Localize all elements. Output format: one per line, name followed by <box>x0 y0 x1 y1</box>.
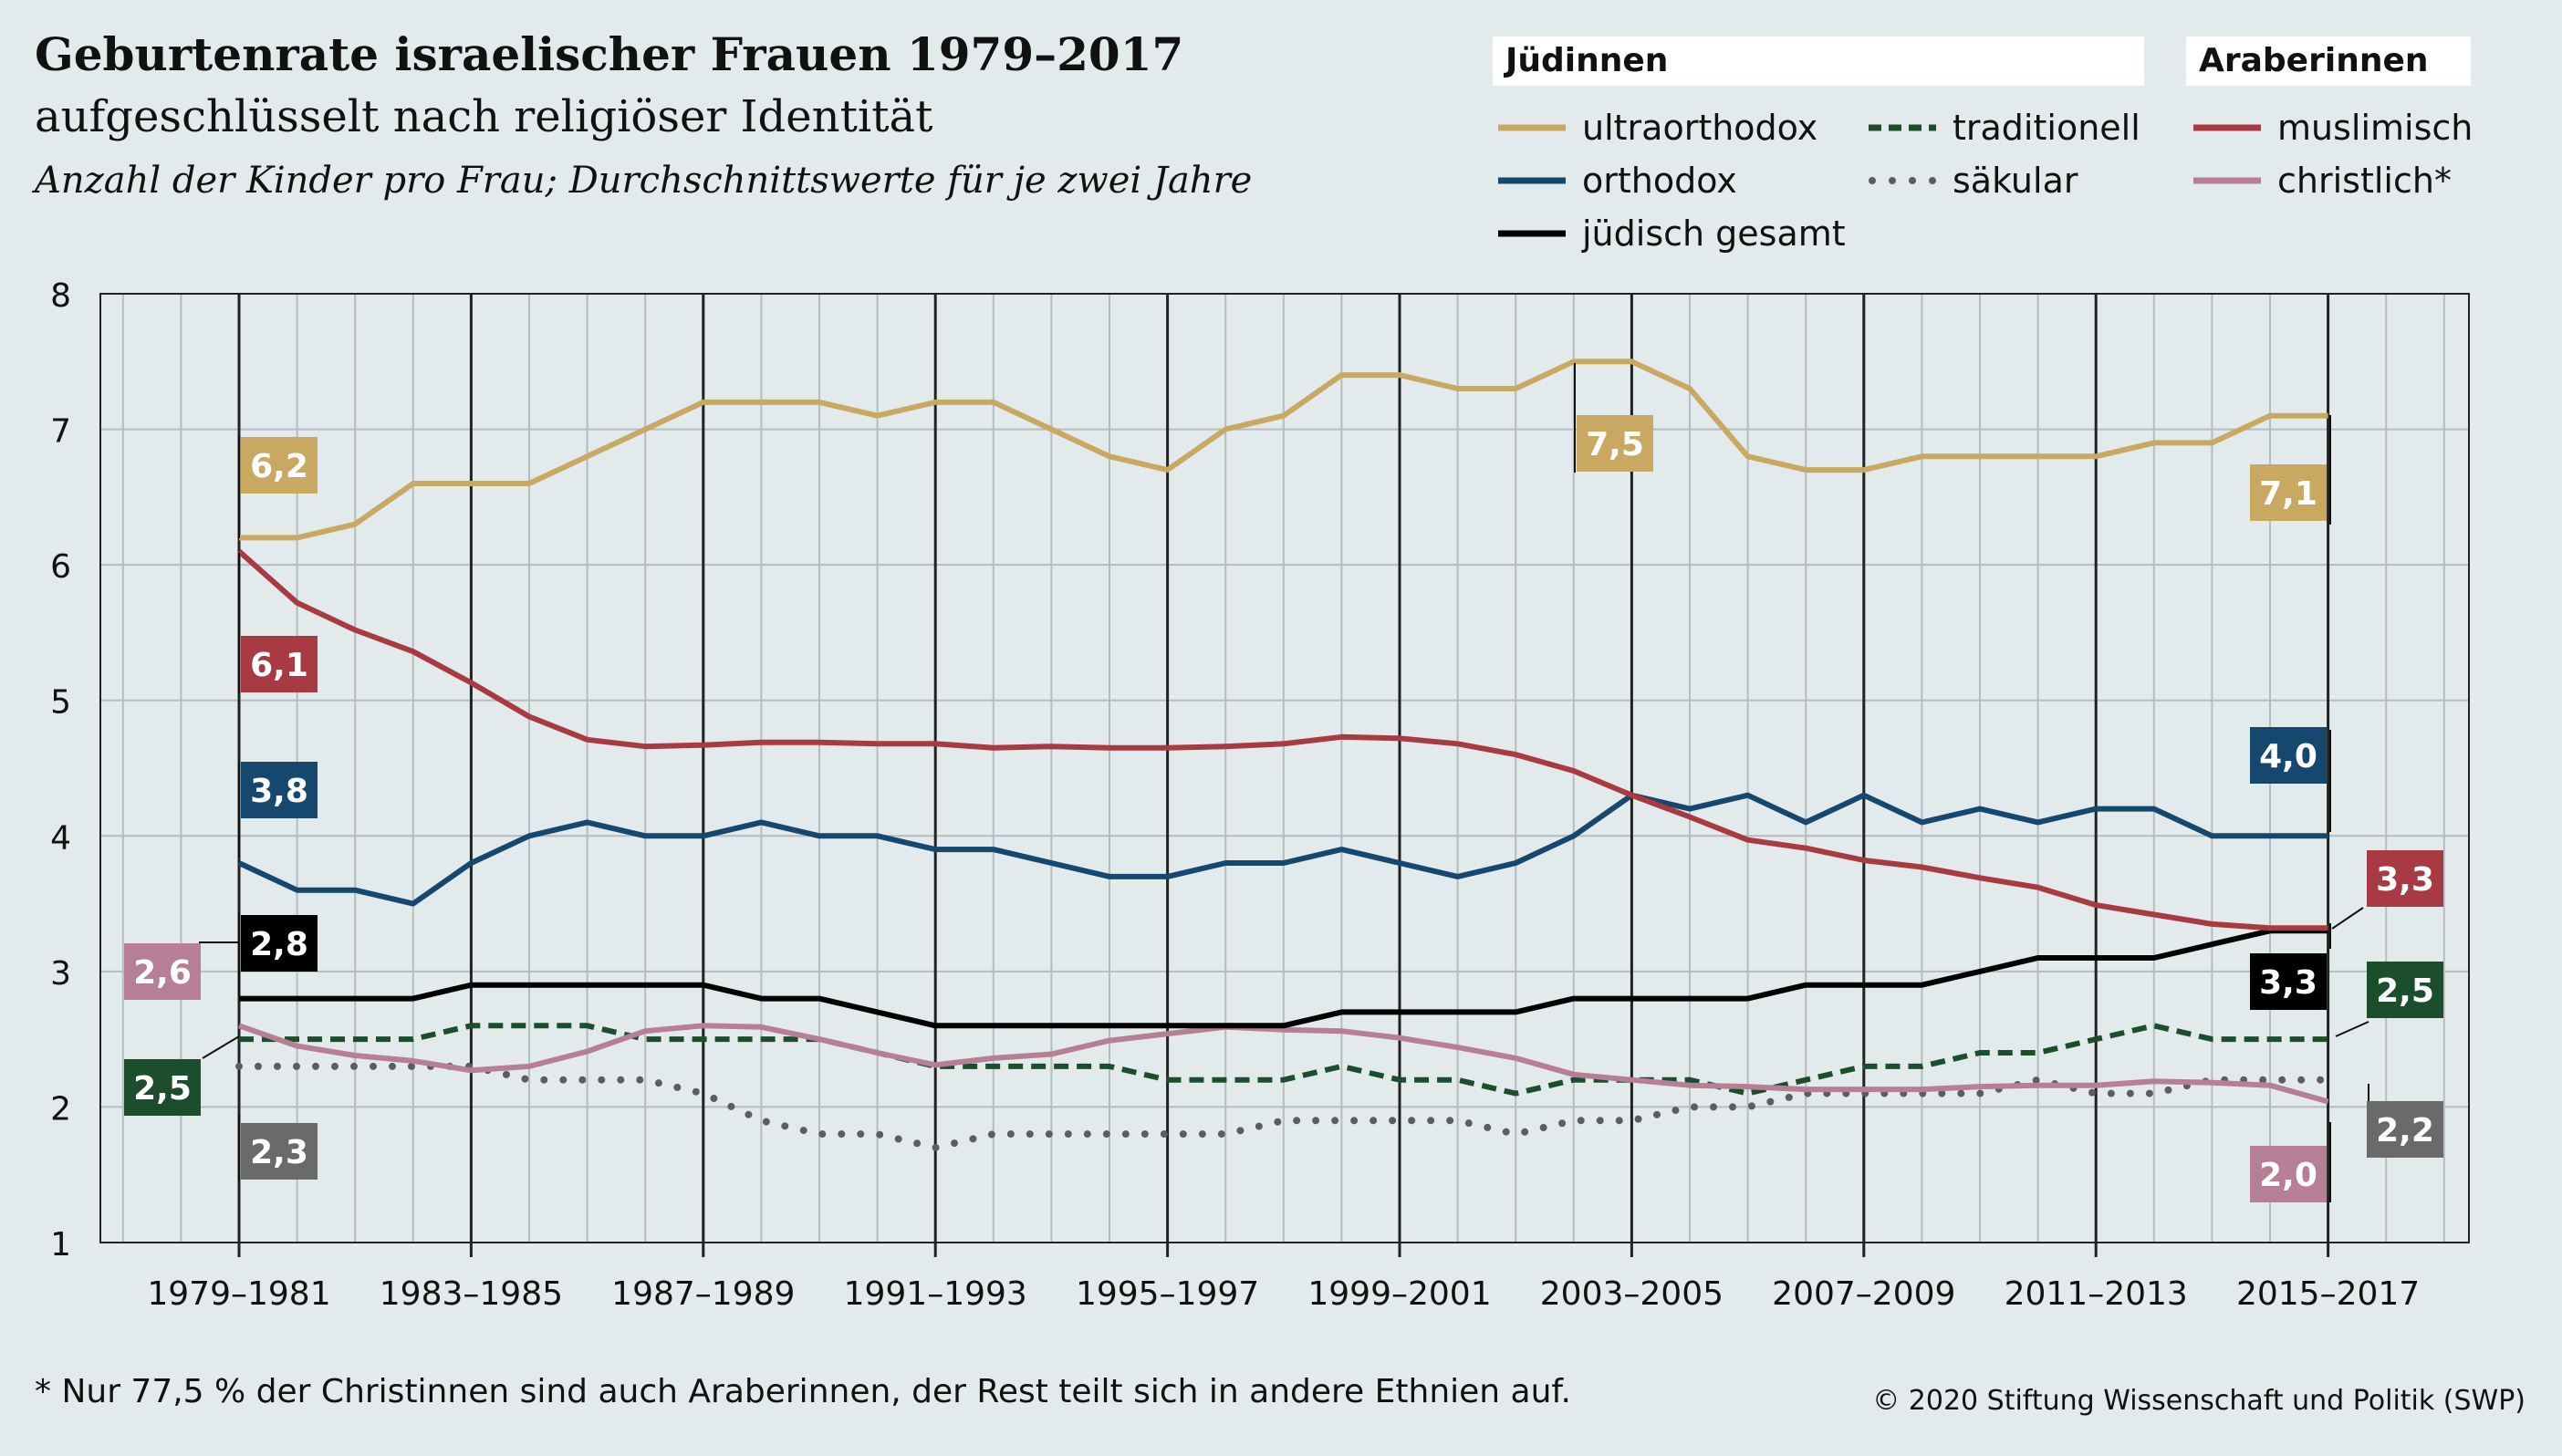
value-label-muslimisch: 6,1 <box>238 553 318 693</box>
legend-label-saekular: säkular <box>1953 161 2078 201</box>
legend-swatch-orthodox <box>1498 177 1566 184</box>
value-label-text: 2,6 <box>133 954 192 992</box>
legend-swatch-muslimisch <box>2193 124 2261 131</box>
legend-swatch-christlich <box>2193 177 2261 184</box>
x-tick-label: 1995–1997 <box>1076 1275 1259 1313</box>
y-tick-label: 4 <box>50 819 71 857</box>
value-label-orthodox: 3,8 <box>238 762 318 858</box>
x-tick-label: 2011–2013 <box>2005 1275 2188 1313</box>
legend-label-orthodox: orthodox <box>1582 161 1737 201</box>
legend-group-jewish: Jüdinnen <box>1493 36 2144 86</box>
legend-label-christlich: christlich* <box>2277 161 2452 201</box>
value-label-gesamt: 2,8 <box>238 912 318 996</box>
value-label-text: 2,8 <box>250 926 308 963</box>
legend-group-arab: Araberinnen <box>2186 36 2471 86</box>
value-label-text: 3,8 <box>250 773 308 810</box>
footnote: * Nur 77,5 % der Christinnen sind auch A… <box>35 1373 1571 1410</box>
value-label-box <box>241 636 318 692</box>
value-label-box <box>2367 962 2443 1018</box>
value-label-text: 2,5 <box>2376 972 2434 1010</box>
value-label-box <box>241 762 318 818</box>
x-tick-label: 2007–2009 <box>1772 1275 1955 1313</box>
value-label-saekular: 2,3 <box>238 1115 318 1180</box>
value-label-text: 7,5 <box>1586 426 1644 463</box>
value-label-ultraorthodox: 6,2 <box>238 436 318 538</box>
value-label-text: 6,1 <box>250 647 308 684</box>
y-tick-label: 7 <box>50 413 71 451</box>
chart-subtitle: aufgeschlüsselt nach religiöser Identitä… <box>35 91 933 142</box>
value-label-orthodox: 4,0 <box>2250 727 2331 832</box>
legend-label-muslimisch: muslimisch <box>2277 108 2473 148</box>
value-label-text: 3,3 <box>2376 861 2434 899</box>
value-label-box <box>1577 415 1653 472</box>
value-label-gesamt: 3,3 <box>2250 923 2331 1010</box>
value-label-text: 2,2 <box>2376 1112 2434 1149</box>
x-tick-label: 1991–1993 <box>844 1275 1027 1313</box>
value-label-text: 7,1 <box>2259 475 2317 513</box>
value-label-box <box>2367 850 2443 907</box>
legend-swatch-gesamt <box>1498 230 1566 237</box>
chart-title: Geburtenrate israelischer Frauen 1979–20… <box>35 27 1184 81</box>
value-label-leader <box>2335 1021 2369 1037</box>
y-tick-label: 5 <box>50 684 71 722</box>
series-line-gesamt <box>239 928 2328 1029</box>
value-label-box <box>2250 727 2327 784</box>
value-label-text: 4,0 <box>2259 738 2317 775</box>
x-tick-label: 2015–2017 <box>2236 1275 2420 1313</box>
value-label-box <box>2250 1146 2327 1202</box>
value-label-text: 2,0 <box>2259 1157 2317 1194</box>
value-label-ultraorthodox: 7,5 <box>1574 363 1653 473</box>
value-label-box <box>124 1059 201 1116</box>
value-label-box <box>2367 1101 2443 1158</box>
value-label-text: 2,3 <box>250 1134 308 1171</box>
value-label-box <box>241 437 318 494</box>
legend-label-gesamt: jüdisch gesamt <box>1582 213 1846 254</box>
legend-swatch-ultraorthodox <box>1498 124 1566 131</box>
value-label-muslimisch: 3,3 <box>2331 850 2443 930</box>
x-tick-label: 2003–2005 <box>1540 1275 1724 1313</box>
y-tick-label: 1 <box>50 1226 71 1264</box>
series-line-orthodox <box>237 792 2328 907</box>
value-label-box <box>241 1123 318 1180</box>
x-tick-label: 1979–1981 <box>147 1275 330 1313</box>
value-label-box <box>2250 464 2327 521</box>
value-label-text: 3,3 <box>2259 964 2317 1002</box>
value-label-ultraorthodox: 7,1 <box>2250 415 2331 525</box>
copyright: © 2020 Stiftung Wissenschaft und Politik… <box>1872 1385 2526 1417</box>
value-label-traditionell: 2,5 <box>2335 962 2443 1037</box>
y-tick-label: 6 <box>50 548 71 586</box>
value-label-traditionell: 2,5 <box>124 1035 240 1116</box>
legend-swatch-traditionell <box>1869 124 1936 131</box>
value-label-leader <box>2331 907 2364 930</box>
value-label-box <box>124 943 201 1000</box>
value-label-box <box>2250 953 2327 1010</box>
value-label-text: 2,5 <box>133 1070 192 1108</box>
y-tick-label: 8 <box>50 277 71 315</box>
plot-frame <box>99 293 2470 1243</box>
series-line-traditionell <box>239 1023 2328 1097</box>
value-label-saekular: 2,2 <box>2367 1084 2443 1158</box>
value-label-christlich: 2,0 <box>2250 1122 2331 1202</box>
x-tick-label: 1987–1989 <box>611 1275 795 1313</box>
series-line-saekular <box>235 1062 2332 1151</box>
series-line-muslimisch <box>237 549 2328 931</box>
y-tick-label: 3 <box>50 955 71 993</box>
y-tick-label: 2 <box>50 1090 71 1128</box>
grid <box>100 293 2469 1243</box>
series-line-ultraorthodox <box>239 359 2328 541</box>
legend-label-ultraorthodox: ultraorthodox <box>1582 108 1818 148</box>
value-label-text: 6,2 <box>250 448 308 485</box>
value-label-christlich: 2,6 <box>124 941 239 1000</box>
x-tick-label: 1999–2001 <box>1307 1275 1491 1313</box>
legend-label-traditionell: traditionell <box>1953 108 2140 148</box>
series-line-christlich <box>238 1023 2329 1105</box>
chart-note: Anzahl der Kinder pro Frau; Durchschnitt… <box>35 160 1253 202</box>
value-label-leader <box>202 1035 240 1059</box>
x-tick-label: 1983–1985 <box>380 1275 563 1313</box>
value-label-box <box>241 915 318 972</box>
